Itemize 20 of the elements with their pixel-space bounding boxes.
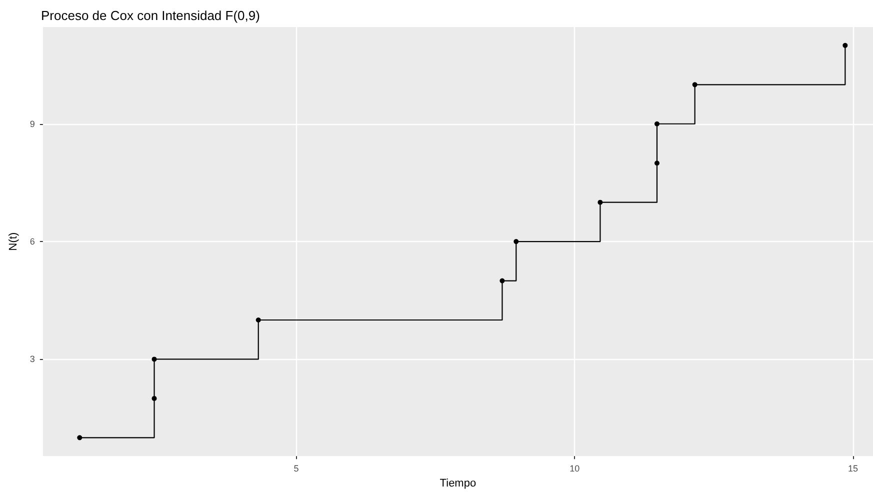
point (654, 121, 660, 126)
y-tick-label: 6 (30, 236, 35, 247)
x-tick-label: 15 (848, 464, 858, 474)
point (514, 239, 519, 244)
x-tick-label: 10 (570, 464, 580, 474)
x-axis-title: Tiempo (440, 478, 476, 490)
point (500, 278, 505, 284)
point (152, 356, 157, 362)
y-tick-label: 9 (30, 118, 35, 129)
x-tick-label: 5 (294, 464, 299, 474)
y-axis-title: N(t) (8, 232, 20, 251)
point (152, 396, 157, 401)
y-tick-label: 3 (30, 354, 35, 364)
point (598, 200, 603, 205)
point (256, 317, 261, 322)
point (842, 42, 848, 48)
point (77, 435, 82, 440)
point (692, 82, 698, 88)
chart-title: Proceso de Cox con Intensidad F(0,9) (41, 8, 260, 23)
point (654, 160, 660, 166)
